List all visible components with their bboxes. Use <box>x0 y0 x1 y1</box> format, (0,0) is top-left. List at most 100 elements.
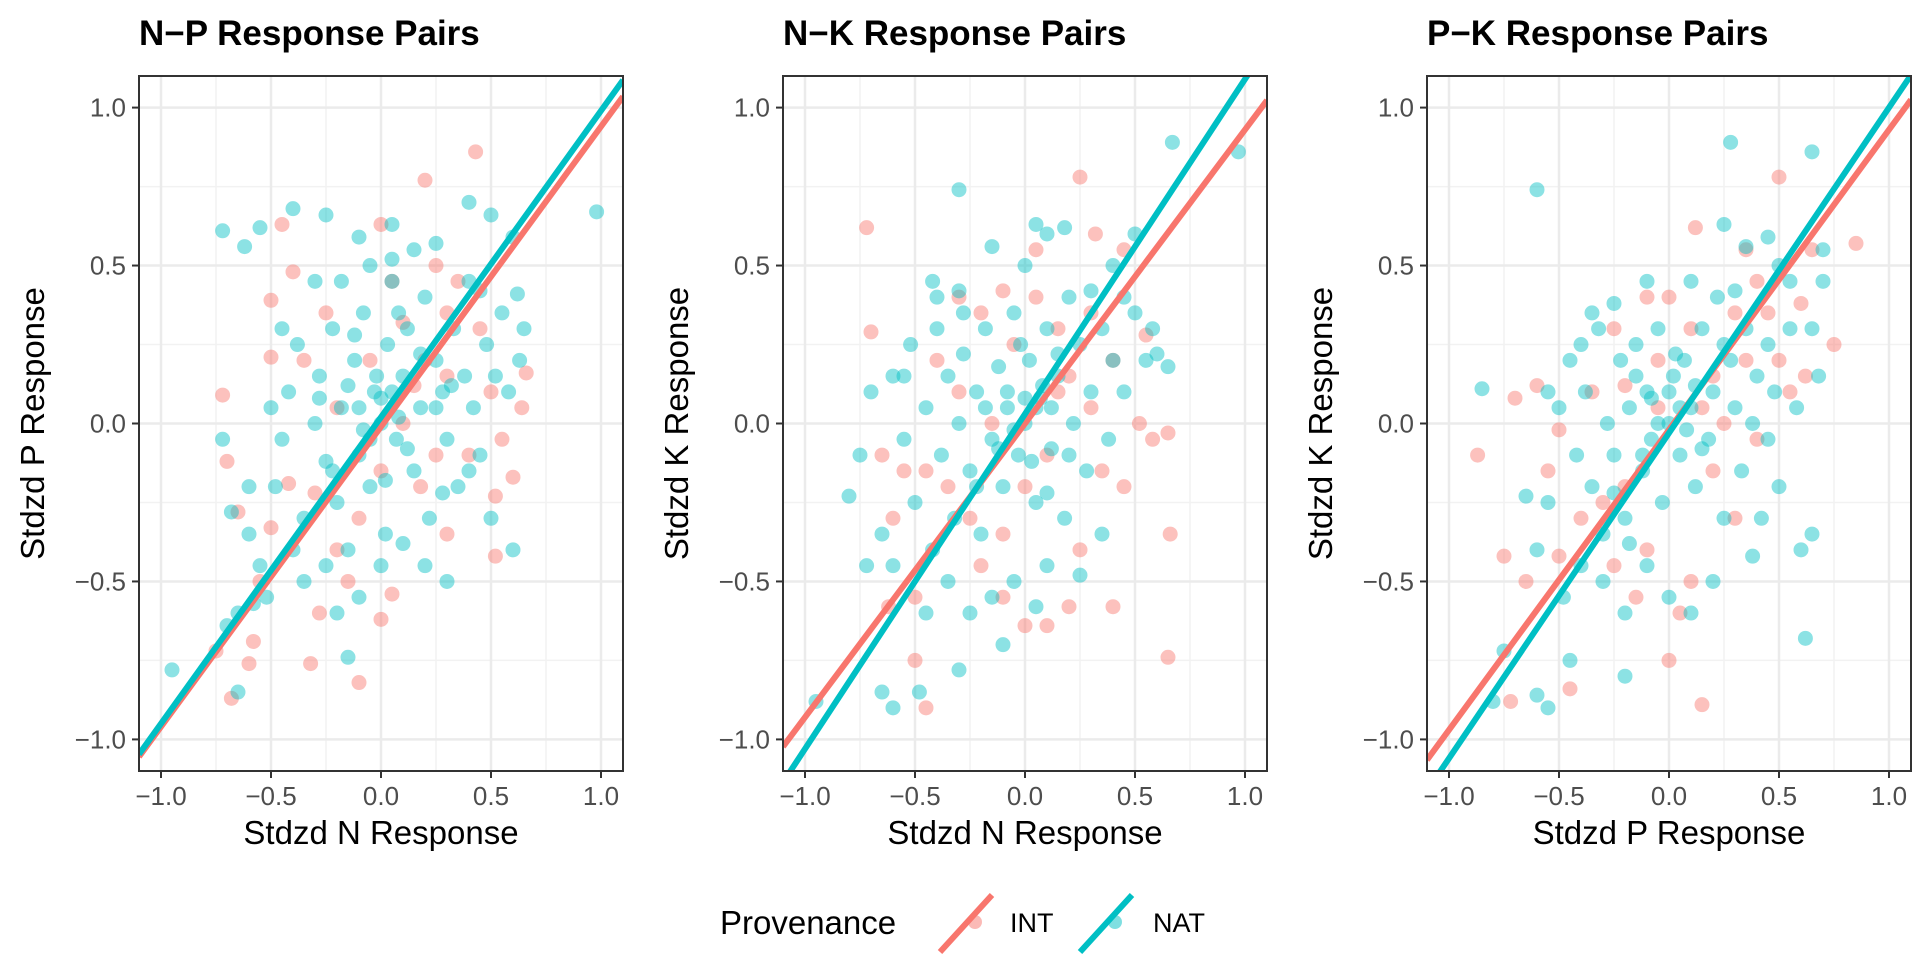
panel-2-point-nat <box>1039 321 1055 337</box>
panel-1-point-int <box>219 453 235 469</box>
panel-3-point-int <box>1749 431 1765 447</box>
panel-1-point-nat <box>215 431 231 447</box>
panel-2-point-nat <box>885 558 901 574</box>
panel-2-point-nat <box>1065 416 1081 431</box>
panel-2-point-nat <box>984 589 1000 605</box>
panel-3-point-int <box>1628 589 1644 605</box>
panel-1-point-int <box>329 542 345 558</box>
panel-2-point-nat <box>995 637 1011 653</box>
panel-2-point-nat <box>1057 220 1073 236</box>
panel-2-point-nat <box>1105 352 1121 368</box>
panel-2-point-nat <box>1083 384 1099 400</box>
panel-3-point-int <box>1573 510 1589 526</box>
panel-1-point-nat <box>307 416 323 431</box>
panel-3-point-nat <box>1804 526 1820 542</box>
panel-3-point-nat <box>1745 548 1761 564</box>
panel-1-point-int <box>373 216 389 232</box>
panel-1-point-nat <box>388 431 404 447</box>
panel-3-point-nat <box>1628 337 1644 353</box>
panel-3-point-nat <box>1606 447 1622 463</box>
panel-1-point-nat <box>369 368 385 384</box>
panel-1-point-nat <box>472 447 488 463</box>
panel-2-point-int <box>1039 447 1055 463</box>
panel-2-point-nat <box>1116 384 1132 400</box>
panel-1: −1.0 −0.5 0.0 0.5 1.0 −1.0 −0.5 0.0 0.5 1.0 N−P Re… <box>14 14 624 851</box>
panel-1-point-nat <box>333 273 349 289</box>
panel-2-point-nat <box>1160 359 1176 375</box>
panel-1-point-nat <box>377 526 393 542</box>
panel-1-point-nat <box>494 305 510 321</box>
panel-1-point-int <box>245 633 261 649</box>
panel-1-point-nat <box>340 378 356 394</box>
panel-1-point-nat <box>241 526 257 542</box>
panel-2-point-nat <box>1149 346 1165 362</box>
panel-3-point-int <box>1793 295 1809 311</box>
panel-1-point-nat <box>307 273 323 289</box>
panel-1-point-nat <box>347 327 363 343</box>
panel-2-point-nat <box>1079 463 1095 479</box>
panel-3-point-int <box>1507 390 1523 406</box>
panel-1-point-int <box>230 504 246 520</box>
panel-2-point-nat <box>863 384 879 400</box>
panel-1-point-nat <box>373 558 389 574</box>
panel-3-y-axis-title: Stdzd K Response <box>1302 287 1339 560</box>
panel-2-point-nat <box>1028 216 1044 232</box>
panel-1-point-nat <box>399 441 415 457</box>
panel-3-point-nat <box>1661 589 1677 605</box>
panel-2-y-tick-label: −1.0 <box>719 724 770 754</box>
panel-1-point-int <box>428 447 444 463</box>
panel-1-y-axis-title: Stdzd P Response <box>14 287 51 560</box>
panel-2-point-nat <box>907 494 923 510</box>
panel-3-point-nat <box>1551 400 1567 416</box>
panel-3-y-tick-label: −1.0 <box>1363 724 1414 754</box>
panel-3-point-nat <box>1584 305 1600 321</box>
panel-1-x-tick-label: −0.5 <box>245 781 296 811</box>
panel-1-point-nat <box>509 286 525 302</box>
panel-2-point-nat <box>1039 558 1055 574</box>
panel-1-point-nat <box>351 400 367 416</box>
panel-1-point-nat <box>406 242 422 258</box>
panel-1-y-tick-label: −1.0 <box>75 724 126 754</box>
panel-1-point-nat <box>395 536 411 552</box>
panel-3-point-int <box>1551 422 1567 438</box>
legend-item-int: INT <box>937 892 1054 955</box>
panel-1-point-nat <box>263 400 279 416</box>
panel-2-point-nat <box>995 479 1011 495</box>
panel-1-point-nat <box>347 352 363 368</box>
panel-3-y-tick-label: 0.0 <box>1378 409 1414 439</box>
panel-2-point-int <box>1072 169 1088 185</box>
panel-2-point-int <box>1160 425 1176 441</box>
panel-1-point-int <box>483 384 499 400</box>
panel-1-x-tick-label: −1.0 <box>135 781 186 811</box>
panel-2-point-int <box>918 463 934 479</box>
panel-3-point-nat <box>1665 368 1681 384</box>
panel-2-point-int <box>1145 431 1161 447</box>
panel-1-point-int <box>428 258 444 274</box>
panel-1-point-nat <box>417 289 433 305</box>
panel-2-point-nat <box>1010 447 1026 463</box>
panel-2-point-nat <box>1057 510 1073 526</box>
panel-2-point-nat <box>1017 258 1033 274</box>
panel-1-point-int <box>303 656 319 672</box>
panel-3-point-nat <box>1760 337 1776 353</box>
panel-3-point-nat <box>1782 273 1798 289</box>
panel-2-point-int <box>1105 352 1121 368</box>
panel-3-point-int <box>1650 352 1666 368</box>
panel-1-point-int <box>487 548 503 564</box>
panel-3-point-nat <box>1573 337 1589 353</box>
legend-item-nat: NAT <box>1077 892 1205 955</box>
panel-2-point-int <box>1039 618 1055 634</box>
panel-3-point-int <box>1727 510 1743 526</box>
panel-3-point-int <box>1705 463 1721 479</box>
panel-3-point-int <box>1661 652 1677 668</box>
panel-1-point-int <box>395 416 411 431</box>
panel-1-point-nat <box>443 378 459 394</box>
panel-2-point-int <box>1083 400 1099 416</box>
panel-3-point-nat <box>1797 630 1813 646</box>
panel-3-point-nat <box>1591 321 1607 337</box>
panel-2-point-int <box>863 324 879 340</box>
panel-2-point-int <box>1061 599 1077 615</box>
panel-1-x-tick-label: 1.0 <box>583 781 619 811</box>
panel-1-y-tick-label: −0.5 <box>75 566 126 596</box>
panel-2-point-nat <box>1028 494 1044 510</box>
